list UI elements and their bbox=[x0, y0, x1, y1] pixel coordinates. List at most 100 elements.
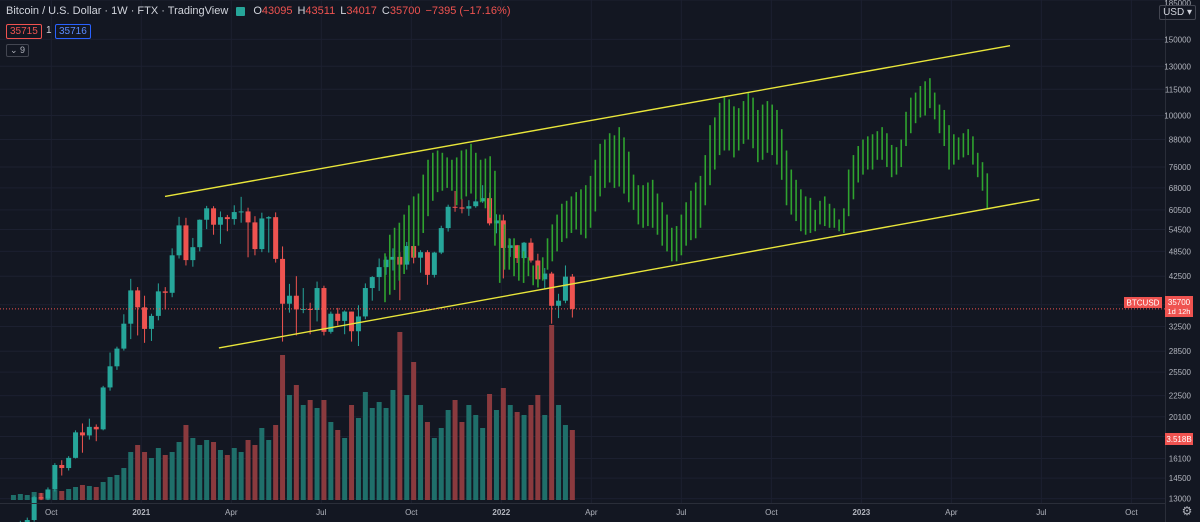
candle-body bbox=[148, 315, 154, 329]
indicators-toggle[interactable]: ⌄ 9 bbox=[6, 44, 30, 57]
volume-bar bbox=[390, 390, 396, 500]
candle-body bbox=[493, 220, 499, 224]
grid-lines bbox=[0, 0, 1165, 503]
volume-bar bbox=[73, 487, 79, 500]
bar-countdown: 1d 12h bbox=[1168, 307, 1191, 316]
price-tick-label: 150000 bbox=[1164, 35, 1191, 44]
candle-body bbox=[369, 277, 375, 289]
volume-bar bbox=[473, 415, 479, 500]
volume-bar bbox=[162, 455, 168, 500]
volume-bar bbox=[314, 408, 320, 500]
volume-bar bbox=[438, 428, 444, 500]
time-tick-label: Jul bbox=[1036, 508, 1046, 517]
time-axis[interactable]: Oct 2021 Apr Jul Oct 2022 Apr Jul Oct 2023 Apr Jul O… bbox=[0, 503, 1200, 518]
volume-bar bbox=[404, 395, 410, 500]
volume-bar bbox=[259, 428, 265, 500]
candle-body bbox=[66, 457, 72, 469]
candle-body bbox=[211, 208, 217, 225]
volume-bar bbox=[183, 425, 189, 500]
volume-bar bbox=[24, 495, 30, 500]
volume-bar bbox=[66, 489, 72, 500]
candle-body bbox=[217, 217, 223, 225]
candle-body bbox=[466, 206, 472, 209]
candle-body bbox=[155, 291, 161, 316]
price-tick-label: 22500 bbox=[1169, 392, 1192, 401]
price-tick-label: 60500 bbox=[1169, 206, 1192, 215]
price-tick-label: 25500 bbox=[1169, 368, 1192, 377]
volume-bar bbox=[335, 430, 341, 500]
price-tick-label: 100000 bbox=[1164, 112, 1191, 121]
volume-bar bbox=[52, 490, 58, 500]
volume-bar bbox=[114, 475, 120, 500]
candle-body bbox=[528, 242, 534, 261]
price-tick-label: 16100 bbox=[1169, 454, 1192, 463]
volume-bar bbox=[362, 392, 368, 500]
candle-body bbox=[31, 497, 37, 521]
candle-body bbox=[169, 255, 175, 293]
candle-body bbox=[93, 426, 99, 430]
volume-bar bbox=[562, 425, 568, 500]
volume-bar bbox=[487, 394, 493, 500]
volume-bar bbox=[569, 430, 575, 500]
volume-bar bbox=[155, 448, 161, 500]
candle-body bbox=[549, 273, 555, 306]
volume-bar bbox=[459, 422, 465, 500]
volume-bar bbox=[411, 362, 417, 500]
volume-bar bbox=[321, 400, 327, 500]
candle-body bbox=[556, 300, 562, 306]
currency-select[interactable]: USD ▾ bbox=[1159, 5, 1196, 20]
volume-bar bbox=[169, 452, 175, 500]
time-tick-label: Apr bbox=[945, 508, 958, 517]
volume-bar bbox=[535, 395, 541, 500]
candle-body bbox=[45, 489, 51, 499]
chart-legend: Bitcoin / U.S. Dollar · 1W · FTX · Tradi… bbox=[6, 5, 510, 17]
candle-body bbox=[383, 259, 389, 268]
volume-bar bbox=[10, 495, 16, 500]
open-label: O bbox=[253, 5, 262, 17]
candle-body bbox=[107, 366, 113, 388]
last-price-tag: 35700 bbox=[1168, 298, 1191, 307]
volume-bar bbox=[128, 452, 134, 500]
high-value: 43511 bbox=[305, 5, 336, 17]
candle-body bbox=[438, 228, 444, 253]
candle-body bbox=[59, 464, 65, 469]
price-tick-label: 88000 bbox=[1169, 136, 1192, 145]
time-tick-label: Oct bbox=[45, 508, 58, 517]
volume-bar bbox=[397, 332, 403, 500]
candle-body bbox=[459, 207, 465, 209]
candle-body bbox=[231, 212, 237, 220]
candle-body bbox=[293, 295, 299, 310]
volume-bar bbox=[528, 405, 534, 500]
price-tags: BTCUSD 35700 1d 12h 3.518B bbox=[1124, 296, 1193, 445]
high-label: H bbox=[297, 5, 306, 17]
candle-body bbox=[321, 288, 327, 332]
volume-bar bbox=[59, 491, 65, 500]
volume-bar bbox=[445, 410, 451, 500]
trend-channel[interactable] bbox=[164, 45, 1040, 349]
order-quantity[interactable]: 1 bbox=[46, 25, 52, 36]
symbol-title[interactable]: Bitcoin / U.S. Dollar · 1W · FTX · Tradi… bbox=[6, 5, 229, 17]
volume-bar bbox=[452, 400, 458, 500]
buy-button[interactable]: 35716 bbox=[55, 24, 91, 39]
candle-body bbox=[135, 290, 141, 308]
volume-bar bbox=[231, 448, 237, 500]
time-tick-label: 2021 bbox=[132, 508, 150, 517]
close-value: 35700 bbox=[389, 5, 421, 17]
candle-body bbox=[362, 288, 368, 317]
candle-body bbox=[100, 387, 106, 430]
gear-icon[interactable]: ⚙ bbox=[1181, 504, 1193, 518]
price-tick-label: 185000 bbox=[1164, 0, 1191, 8]
volume-bar bbox=[480, 428, 486, 500]
sell-button[interactable]: 35715 bbox=[6, 24, 42, 39]
candle-body bbox=[335, 313, 341, 321]
change-value: −7395 (−17.16%) bbox=[425, 5, 511, 17]
volume-bar bbox=[376, 402, 382, 500]
volume-bar bbox=[369, 408, 375, 500]
price-tick-label: 54500 bbox=[1169, 225, 1192, 234]
volume-bar bbox=[293, 385, 299, 500]
volume-bar bbox=[280, 355, 286, 500]
candle-body bbox=[52, 464, 58, 490]
volume-bar bbox=[507, 405, 513, 500]
volume-bar bbox=[121, 468, 127, 500]
